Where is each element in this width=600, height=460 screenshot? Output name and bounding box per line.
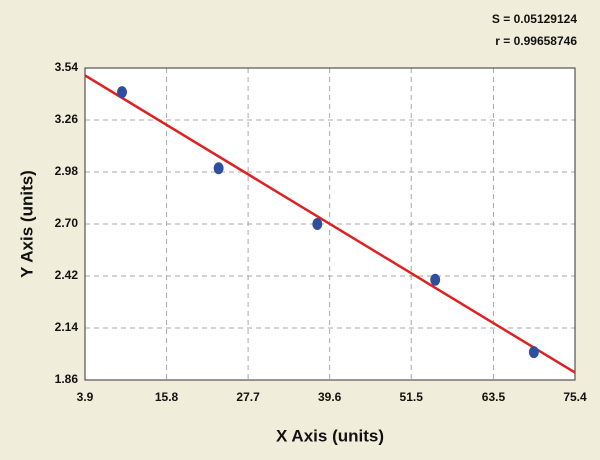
x-tick-label: 51.5 <box>400 390 424 404</box>
y-tick-label: 3.26 <box>55 112 79 126</box>
plot-border <box>84 67 576 381</box>
y-tick-label: 2.70 <box>55 216 79 230</box>
annotation: S = 0.05129124 <box>492 12 577 26</box>
y-axis-label: Y Axis (units) <box>17 170 36 278</box>
data-point <box>528 346 539 359</box>
fit-line <box>84 74 576 374</box>
data-point <box>430 273 441 286</box>
x-tick-label: 27.7 <box>236 390 260 404</box>
data-point <box>213 162 224 175</box>
data-point <box>117 86 128 99</box>
y-tick-label: 2.98 <box>55 164 79 178</box>
x-tick-label: 3.9 <box>77 390 94 404</box>
x-tick-label: 39.6 <box>318 390 342 404</box>
y-tick-label: 1.86 <box>55 372 79 386</box>
x-tick-label: 15.8 <box>155 390 179 404</box>
y-tick-label: 2.42 <box>55 268 79 282</box>
x-tick-label: 63.5 <box>482 390 506 404</box>
data-point <box>312 218 323 230</box>
x-axis-label: X Axis (units) <box>276 426 384 445</box>
x-tick-label: 75.4 <box>563 390 587 404</box>
y-tick-label: 3.54 <box>55 60 79 74</box>
y-tick-label: 2.14 <box>55 320 79 334</box>
annotation: r = 0.99658746 <box>495 34 577 48</box>
